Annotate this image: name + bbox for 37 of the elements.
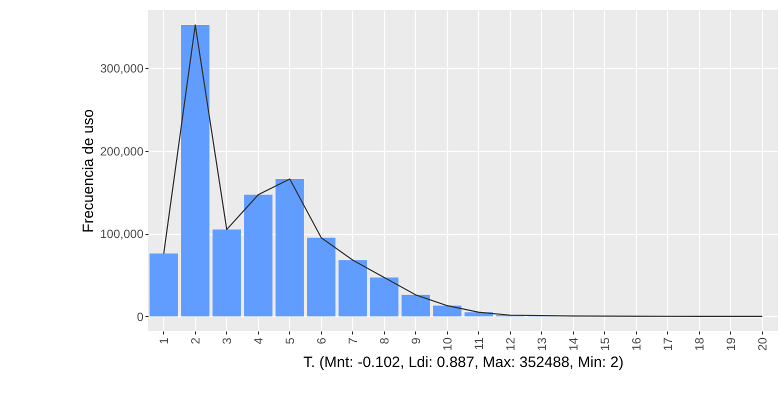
y-tick-label: 200,000 [100, 144, 144, 158]
bar [402, 294, 430, 316]
bar [181, 24, 210, 316]
x-tick-label: 20 [755, 337, 770, 351]
x-tick-label: 8 [377, 337, 392, 344]
x-tick-label: 11 [472, 337, 486, 350]
x-tick-label: 14 [566, 337, 580, 351]
x-tick-label: 16 [629, 337, 644, 351]
x-tick-label: 9 [408, 337, 423, 344]
bar [433, 306, 462, 316]
x-tick-label: 12 [503, 337, 518, 351]
x-tick-label: 15 [598, 337, 612, 351]
x-tick-label: 10 [440, 337, 454, 351]
bar [150, 253, 178, 316]
x-tick-label: 5 [282, 337, 297, 344]
x-tick-label: 6 [314, 337, 328, 344]
x-tick-label: 4 [251, 337, 266, 344]
x-tick-label: 18 [692, 337, 706, 351]
bar [370, 278, 398, 316]
y-tick-label: 300,000 [100, 62, 144, 76]
x-tick-label: 13 [534, 337, 549, 351]
x-tick-label: 3 [220, 337, 234, 344]
bar [338, 260, 367, 316]
x-tick-label: 7 [346, 337, 360, 344]
bar [244, 194, 272, 316]
bar [307, 238, 336, 316]
y-tick-label: 0 [136, 310, 144, 324]
line-series [163, 24, 763, 318]
y-axis-title: Frecuencia de uso [80, 109, 98, 233]
x-tick-label: 2 [188, 337, 202, 344]
x-tick-label: 19 [724, 337, 738, 351]
x-tick-label: 1 [156, 337, 171, 344]
x-axis-title: T. (Mnt: -0.102, Ldi: 0.887, Max: 352488, Min: 2) [303, 354, 624, 371]
x-tick-label: 17 [660, 337, 675, 351]
y-tick-label: 100,000 [100, 227, 144, 242]
bar [276, 178, 304, 316]
bar [212, 229, 241, 316]
